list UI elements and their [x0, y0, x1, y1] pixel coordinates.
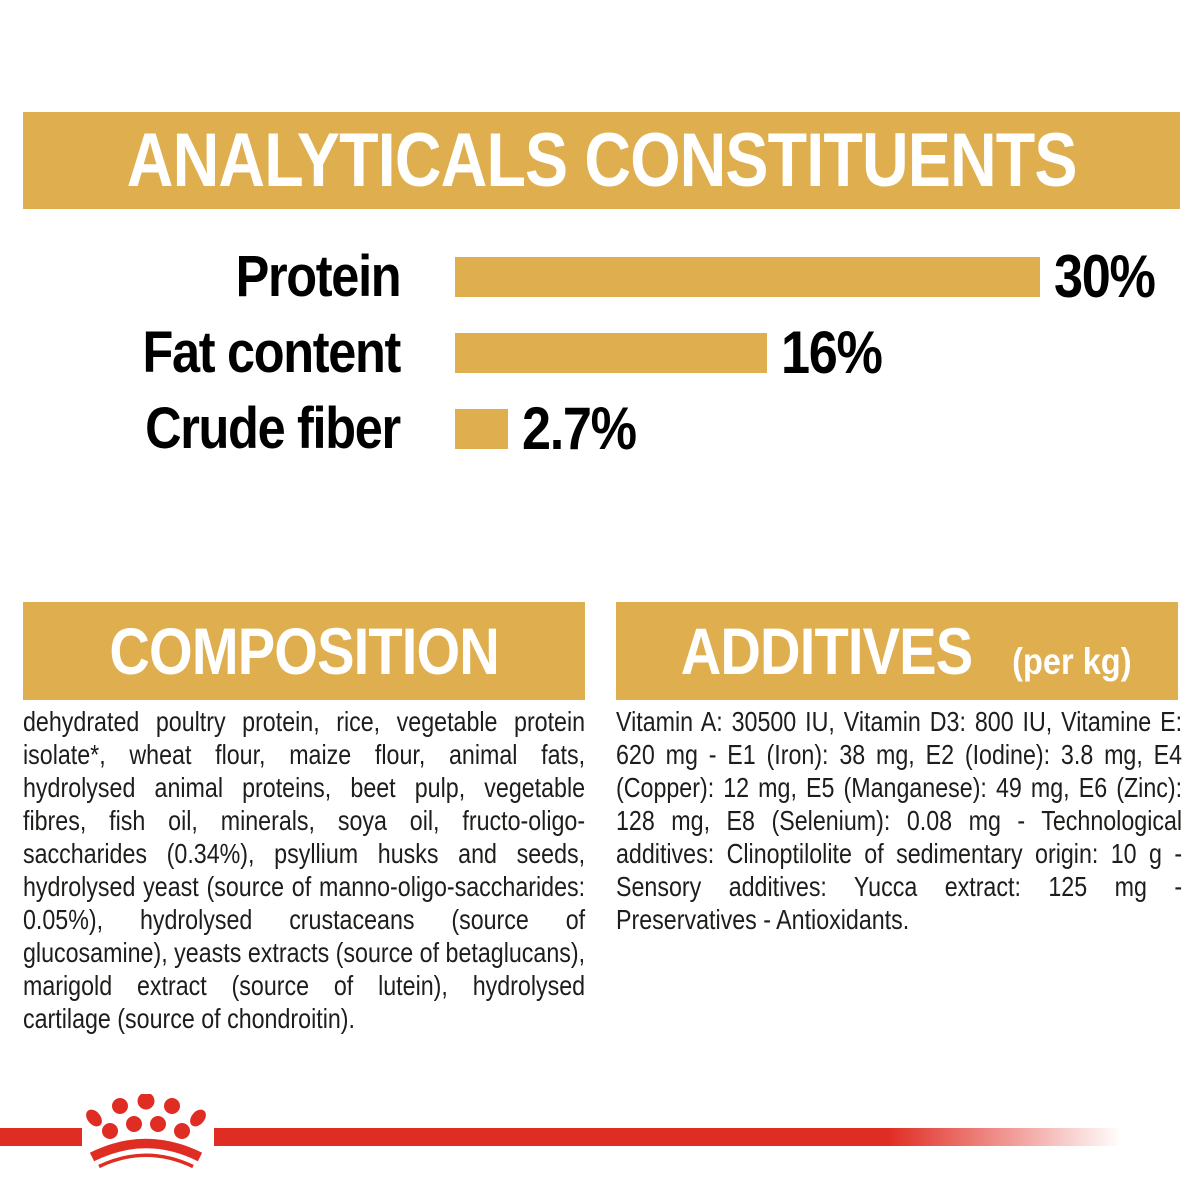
additives-unit-suffix: (per kg) [1011, 641, 1132, 682]
analyticals-banner: ANALYTICALS CONSTITUENTS [23, 112, 1180, 209]
additives-text-column: Vitamin A: 30500 IU, Vitamin D3: 800 IU,… [616, 705, 1182, 936]
analyticals-title: ANALYTICALS CONSTITUENTS [126, 118, 1078, 203]
additives-banner: ADDITIVES (per kg) [616, 602, 1178, 700]
composition-banner: COMPOSITION [23, 602, 585, 700]
chart-bar [455, 409, 508, 449]
footer-red-bar-left [0, 1128, 82, 1146]
additives-title: ADDITIVES [680, 614, 972, 688]
chart-category-label: Fat content [142, 320, 401, 385]
composition-title: COMPOSITION [109, 614, 499, 688]
chart-value-label: 16% [781, 319, 883, 386]
chart-value-label: 30% [1054, 243, 1156, 310]
chart-category-label: Protein [235, 244, 401, 309]
composition-text-column: dehydrated poultry protein, rice, vegeta… [23, 705, 585, 1035]
footer-red-bar-right [214, 1128, 1150, 1146]
chart-bar [455, 333, 767, 373]
chart-bar [455, 257, 1040, 297]
chart-value-label: 2.7% [522, 395, 637, 462]
chart-category-label: Crude fiber [145, 396, 401, 461]
additives-body-text: Vitamin A: 30500 IU, Vitamin D3: 800 IU,… [616, 706, 1183, 935]
royal-canin-crown-logo [86, 1094, 206, 1169]
composition-body-text: dehydrated poultry protein, rice, vegeta… [23, 706, 586, 1034]
